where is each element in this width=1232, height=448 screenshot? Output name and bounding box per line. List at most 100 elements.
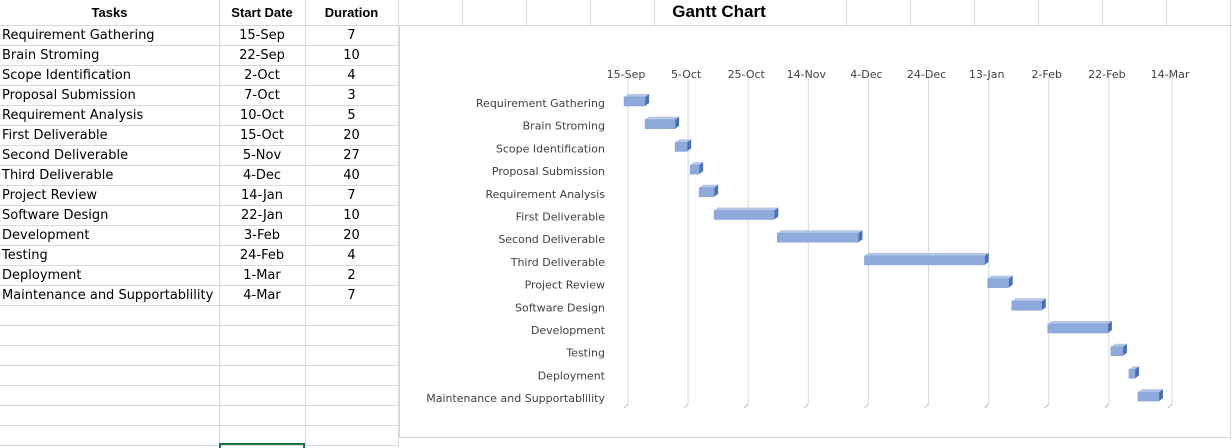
column-gridline (974, 0, 975, 25)
gantt-bar-side (1158, 389, 1163, 402)
gantt-bar-side (714, 184, 719, 197)
gantt-bar (864, 255, 985, 266)
column-gridline (1102, 0, 1103, 25)
gantt-bar-top (675, 139, 692, 143)
y-category-label: Scope Identification (496, 142, 605, 155)
gantt-bar-top (987, 275, 1013, 279)
gantt-chart-svg: 15-Sep 5-Oct 25-Oct 14-Nov 4-Dec 24-Dec 13-Jan… (426, 68, 1190, 409)
gantt-bar-side (858, 230, 863, 243)
x-gridline-foot (1104, 403, 1110, 409)
gantt-bar (987, 278, 1009, 288)
header-start-date: Start Date (231, 5, 293, 20)
duration-cell: 2 (347, 268, 356, 283)
x-tick-label: 24-Dec (907, 68, 946, 81)
x-gridline-foot (683, 403, 689, 409)
duration-cell: 4 (347, 248, 356, 263)
gantt-bar (713, 210, 775, 220)
chart-title: Gantt Chart (672, 2, 766, 21)
start-date-cell: 24-Feb (239, 248, 285, 263)
gantt-bar-top (699, 184, 719, 188)
y-category-label: Testing (565, 347, 605, 360)
y-category-label: Third Deliverable (510, 256, 605, 269)
duration-cell: 20 (343, 128, 360, 143)
chart-title-cell (655, 0, 783, 25)
gantt-bar-side (687, 139, 692, 152)
task-name-cell: First Deliverable (2, 128, 108, 143)
task-name-cell: Software Design (2, 208, 109, 223)
task-name-cell: Proposal Submission (2, 88, 136, 103)
row-gridline (0, 145, 398, 146)
gantt-bar-top (1047, 321, 1112, 324)
x-tick-label: 22-Feb (1088, 68, 1125, 81)
gantt-bar (1110, 346, 1124, 356)
row-gridline (0, 25, 398, 26)
row-gridline (0, 385, 398, 386)
duration-cell: 5 (347, 108, 356, 123)
duration-cell: 10 (343, 208, 360, 223)
gantt-bar (1047, 323, 1109, 334)
duration-cell: 3 (347, 88, 356, 103)
start-date-cell: 14-Jan (241, 188, 283, 203)
x-tick-label: 4-Dec (850, 68, 882, 81)
row-gridline (0, 225, 398, 226)
row-gridline (0, 325, 398, 326)
duration-cell: 7 (347, 288, 356, 303)
row-gridline (0, 205, 398, 206)
x-gridline-foot (623, 403, 629, 409)
gantt-bar-top (864, 252, 989, 256)
gantt-bar-top (624, 94, 650, 97)
gantt-bar-side (1134, 366, 1139, 379)
column-gridline (654, 0, 655, 25)
gantt-bar-top (1011, 298, 1046, 302)
gantt-bar-side (1041, 298, 1046, 311)
y-category-label: Software Design (515, 301, 605, 314)
gantt-bar (698, 187, 715, 198)
duration-cell: 7 (347, 28, 356, 43)
row-gridline (0, 105, 398, 106)
x-tick-label: 15-Sep (607, 68, 646, 81)
column-gridline (462, 0, 463, 25)
row-gridline (0, 125, 398, 126)
gantt-bar (674, 142, 688, 152)
start-date-cell: 10-Oct (239, 108, 285, 123)
start-date-cell: 15-Oct (239, 128, 285, 143)
start-date-cell: 4-Mar (243, 288, 281, 303)
start-date-cell: 4-Dec (242, 168, 282, 183)
task-name-cell: Project Review (2, 188, 97, 203)
task-name-cell: Brain Stroming (2, 48, 100, 63)
task-name-cell: Testing (2, 248, 48, 263)
column-gridline (305, 0, 306, 448)
start-date-cell: 22-Jan (241, 208, 283, 223)
x-gridline-foot (924, 403, 929, 409)
gantt-bar-top (1110, 343, 1127, 347)
task-name-cell: Second Deliverable (2, 148, 129, 163)
row-gridline (0, 165, 398, 166)
y-category-label: Project Review (525, 279, 605, 292)
column-gridline (1230, 0, 1231, 25)
selected-cell[interactable] (219, 443, 305, 448)
y-category-label: Requirement Gathering (476, 97, 605, 110)
gantt-bar-top (777, 230, 863, 234)
row-gridline (0, 265, 398, 266)
gantt-bar (1137, 391, 1160, 402)
row-gridline (0, 345, 398, 346)
duration-cell: 20 (343, 228, 360, 243)
column-gridline (526, 0, 527, 25)
column-gridline (398, 0, 399, 448)
gantt-bar (644, 119, 676, 129)
task-name-cell: Requirement Analysis (2, 108, 144, 123)
x-gridline-foot (984, 403, 990, 409)
row-gridline (0, 245, 398, 246)
x-tick-label: 5-Oct (671, 68, 702, 81)
column-gridline (1038, 0, 1039, 25)
gantt-bar-side (699, 162, 704, 175)
header-duration: Duration (324, 5, 379, 20)
gantt-chart[interactable]: 15-Sep 5-Oct 25-Oct 14-Nov 4-Dec 24-Dec 13-Jan… (399, 25, 1231, 438)
task-name-cell: Maintenance and Supportablility (2, 288, 214, 303)
x-tick-label: 14-Nov (787, 68, 827, 81)
x-tick-label: 13-Jan (969, 68, 1005, 81)
column-gridline (846, 0, 847, 25)
gantt-bar-side (675, 116, 680, 129)
row-gridline (0, 365, 398, 366)
gantt-bar-top (1137, 389, 1163, 393)
